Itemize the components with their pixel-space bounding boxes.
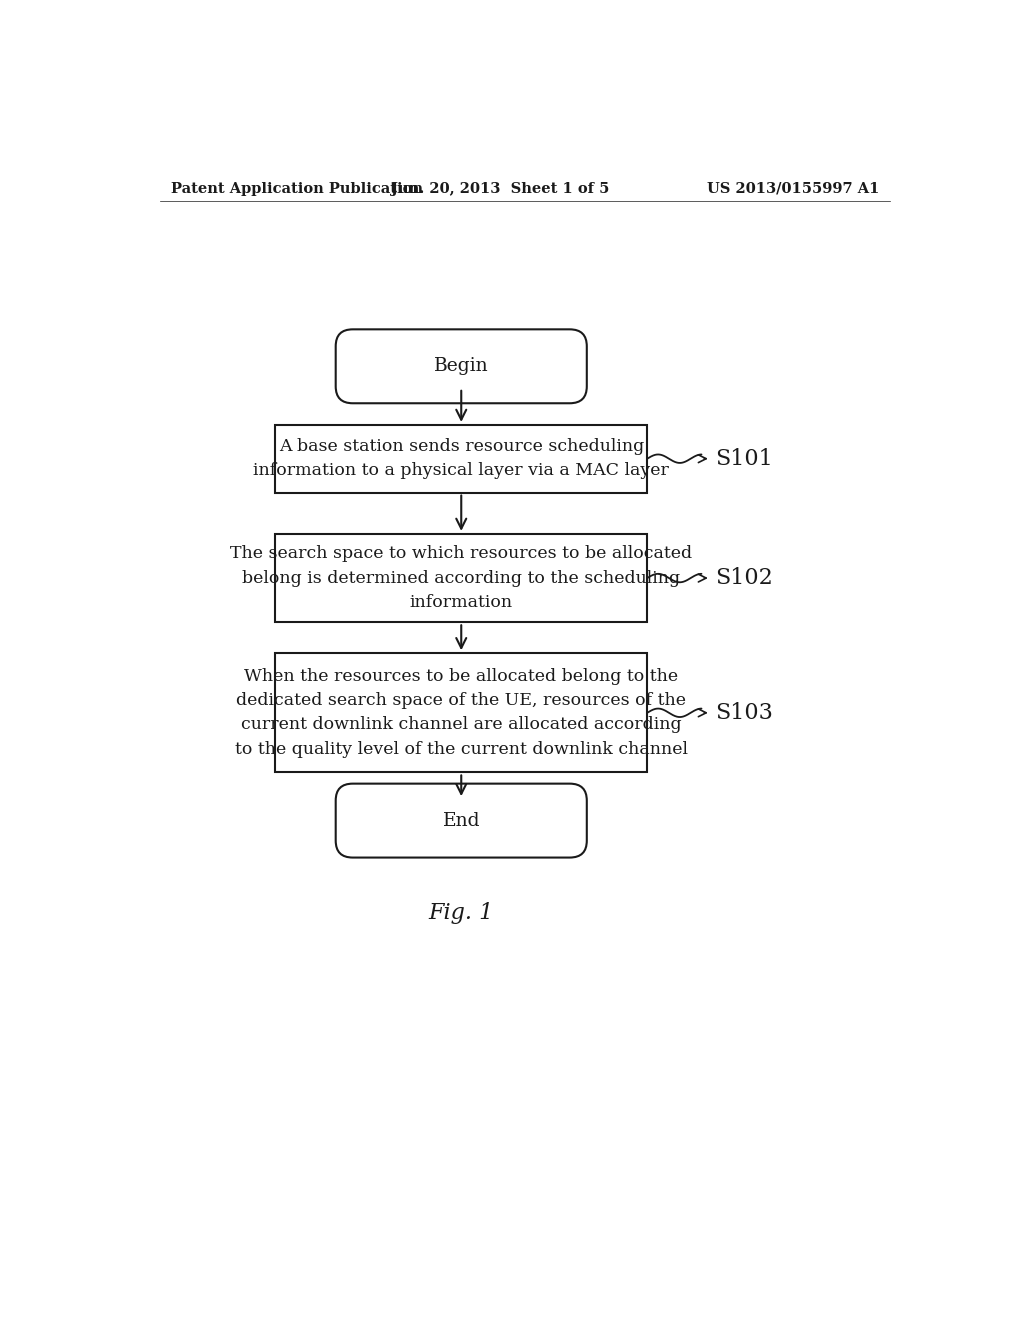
Text: US 2013/0155997 A1: US 2013/0155997 A1 <box>708 182 880 195</box>
Text: S101: S101 <box>716 447 773 470</box>
Text: When the resources to be allocated belong to the
dedicated search space of the U: When the resources to be allocated belon… <box>234 668 688 758</box>
Text: A base station sends resource scheduling
information to a physical layer via a M: A base station sends resource scheduling… <box>253 438 670 479</box>
FancyBboxPatch shape <box>336 784 587 858</box>
FancyBboxPatch shape <box>336 330 587 404</box>
Text: End: End <box>442 812 480 829</box>
Text: Fig. 1: Fig. 1 <box>429 902 494 924</box>
Text: Begin: Begin <box>434 358 488 375</box>
Text: Jun. 20, 2013  Sheet 1 of 5: Jun. 20, 2013 Sheet 1 of 5 <box>391 182 609 195</box>
Text: S103: S103 <box>716 702 773 723</box>
FancyBboxPatch shape <box>275 653 647 772</box>
Text: The search space to which resources to be allocated
belong is determined accordi: The search space to which resources to b… <box>230 545 692 611</box>
FancyBboxPatch shape <box>275 425 647 492</box>
Text: Patent Application Publication: Patent Application Publication <box>171 182 423 195</box>
FancyBboxPatch shape <box>275 533 647 622</box>
Text: S102: S102 <box>716 568 773 589</box>
